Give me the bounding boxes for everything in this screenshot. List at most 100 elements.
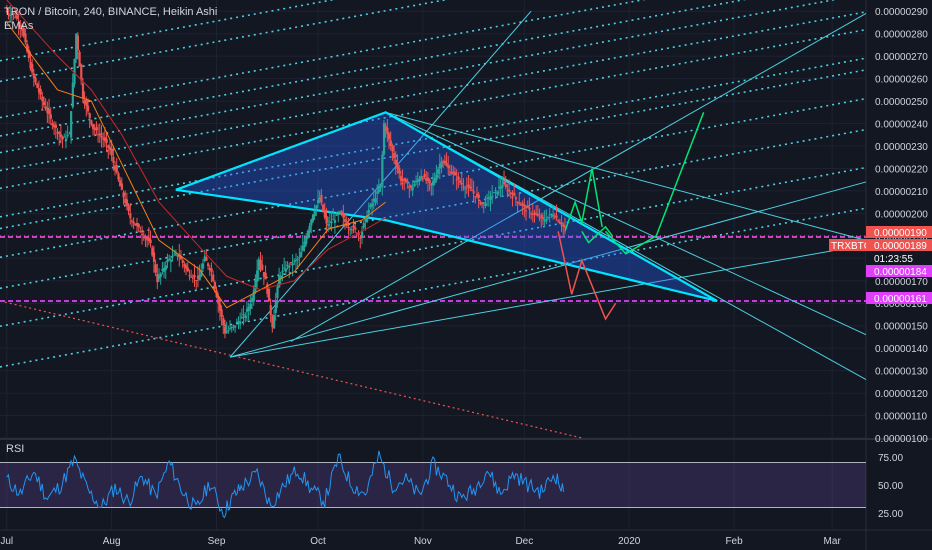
candle-body — [291, 263, 294, 266]
candle-body — [64, 138, 68, 141]
candle-body — [384, 125, 387, 131]
candle-body — [129, 213, 132, 219]
candle-body — [269, 305, 272, 316]
candle-body — [315, 205, 318, 210]
candle-body — [42, 101, 46, 106]
candle-body — [399, 176, 403, 182]
price-tag-label: 0.00000190 — [874, 228, 927, 239]
time-tick-label: Dec — [515, 536, 533, 547]
candle-body — [114, 165, 117, 171]
candle-body — [447, 165, 450, 168]
candle-body — [32, 73, 36, 79]
candle-body — [151, 247, 154, 256]
candle-body — [345, 224, 348, 227]
candle-body — [342, 213, 345, 218]
candle-body — [163, 267, 166, 272]
candle-body — [433, 178, 436, 183]
candle-body — [316, 200, 320, 204]
candle-body — [208, 268, 211, 271]
channel-line — [0, 128, 867, 290]
candle-body — [193, 275, 196, 278]
candle-body — [516, 201, 519, 203]
candle-body — [249, 304, 252, 309]
candle-body — [68, 133, 71, 135]
candle-body — [530, 213, 533, 215]
candle-body — [325, 215, 328, 224]
candle-body — [396, 163, 399, 169]
candle-body — [97, 134, 100, 136]
candle-body — [176, 254, 179, 257]
candle-body — [528, 207, 531, 210]
candle-body — [5, 11, 8, 13]
candle-body — [364, 217, 367, 222]
candle-body — [514, 197, 518, 200]
candle-body — [553, 216, 556, 218]
candle-body — [376, 191, 379, 194]
candle-body — [388, 133, 391, 140]
candle-body — [330, 221, 333, 224]
candle-body — [382, 123, 386, 155]
candle-body — [261, 264, 264, 270]
candle-body — [146, 238, 149, 241]
candle-body — [15, 15, 19, 19]
price-tick-label: 0.00000230 — [875, 142, 928, 153]
candle-body — [171, 256, 174, 258]
candle-body — [535, 213, 538, 215]
candle-body — [455, 179, 458, 181]
candle-body — [36, 83, 39, 88]
candle-body — [415, 180, 418, 183]
candle-body — [220, 309, 223, 318]
candle-body — [20, 27, 24, 31]
candle-body — [308, 225, 311, 233]
candle-body — [558, 222, 562, 224]
candle-body — [100, 135, 103, 138]
candle-body — [450, 172, 453, 174]
price-tick-label: 0.00000110 — [875, 412, 928, 423]
candle-body — [130, 220, 134, 222]
candle-body — [474, 196, 477, 198]
candle-body — [218, 303, 222, 311]
candle-body — [92, 124, 95, 129]
candle-body — [267, 288, 271, 302]
candle-body — [239, 321, 242, 325]
candle-body — [374, 198, 377, 203]
candle-body — [179, 256, 183, 260]
price-tick-label: 0.00000100 — [875, 434, 928, 445]
candle-body — [48, 109, 51, 115]
candle-body — [413, 184, 416, 187]
candle-body — [486, 197, 489, 199]
candle-body — [354, 227, 357, 230]
candle-body — [19, 25, 22, 28]
candle-body — [281, 270, 284, 273]
candle-body — [293, 260, 296, 262]
candle-body — [63, 136, 66, 138]
candle-body — [557, 220, 560, 222]
candle-body — [127, 205, 130, 212]
candle-body — [362, 223, 365, 228]
candle-body — [379, 185, 382, 189]
candle-body — [242, 314, 245, 316]
candle-body — [313, 211, 316, 217]
candle-body — [525, 210, 528, 212]
candle-body — [119, 180, 122, 187]
candle-body — [70, 111, 73, 138]
candle-body — [322, 204, 325, 212]
candle-body — [357, 233, 360, 235]
candle-body — [136, 222, 139, 226]
triangle-pattern — [175, 111, 718, 303]
candle-body — [386, 127, 389, 134]
ema-lines — [6, 0, 386, 309]
candle-body — [264, 272, 267, 280]
candle-body — [200, 270, 203, 277]
candle-body — [115, 165, 118, 173]
candle-body — [435, 174, 438, 181]
candle-body — [503, 181, 506, 185]
candle-body — [438, 163, 441, 169]
candle-body — [552, 214, 555, 217]
candle-body — [164, 265, 167, 270]
fan-line — [290, 13, 867, 342]
candle-body — [303, 241, 306, 248]
candle-body — [310, 219, 313, 226]
price-tick-label: 0.00000150 — [875, 322, 928, 333]
